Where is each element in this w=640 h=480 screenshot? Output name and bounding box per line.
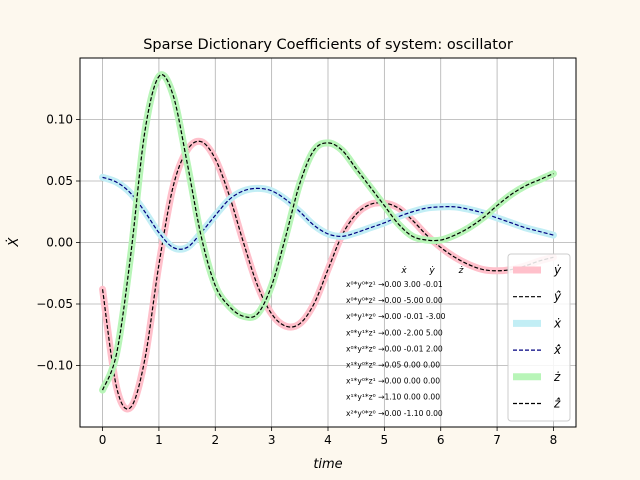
coefficient-row: x¹*y⁰*z⁰ →0.05 0.00 0.00 <box>346 361 440 370</box>
y-tick-label: 0.10 <box>46 113 73 127</box>
coefficient-table: ẋ ẏ ż x⁰*y⁰*z¹ →0.00 3.00 -0.01 x⁰*y⁰*z² →0.… <box>346 266 464 418</box>
x-tick-label: 0 <box>99 433 107 447</box>
x-tick-label: 7 <box>493 433 501 447</box>
coefficient-row: x¹*y⁰*z¹ →0.00 0.00 0.00 <box>346 377 440 386</box>
x-tick-label: 8 <box>550 433 558 447</box>
chart-title: Sparse Dictionary Coefficients of system… <box>143 37 513 53</box>
x-tick-label: 1 <box>155 433 163 447</box>
coefficient-row: x¹*y¹*z⁰ →1.10 0.00 0.00 <box>346 393 440 402</box>
coefficient-row: x²*y⁰*z⁰ →0.00 -1.10 0.00 <box>346 409 443 418</box>
legend-z-dot-label: ż <box>553 370 561 384</box>
ticks: 0 1 2 3 4 5 6 7 8 −0.10 −0.05 0.00 0.05 0.10 <box>36 113 557 448</box>
legend-y-dot-hat-label: ŷ̇ <box>553 290 562 304</box>
coefficient-row: x⁰*y⁰*z² →0.00 -5.00 0.00 <box>346 296 443 305</box>
y-tick-label: 0.00 <box>46 236 73 250</box>
y-tick-label: 0.05 <box>46 174 73 188</box>
x-tick-label: 2 <box>211 433 219 447</box>
x-axis-label: time <box>313 457 342 472</box>
legend-x-dot-hat-label: x̂̇ <box>553 343 562 357</box>
legend-x-dot-label: ẋ <box>553 316 562 330</box>
coefficient-header: ẋ <box>400 266 407 276</box>
series-x-dot-fit <box>102 176 554 250</box>
series-z-dot-fit <box>101 74 554 391</box>
coefficient-header: ẏ <box>428 266 435 276</box>
legend-y-dot-label: ẏ <box>553 263 562 277</box>
coefficient-header: ż <box>458 266 464 276</box>
coefficient-row: x⁰*y¹*z⁰ →0.00 -0.01 -3.00 <box>346 312 446 321</box>
series-layer <box>99 71 557 413</box>
x-tick-label: 4 <box>324 433 332 447</box>
legend-z-dot-hat-label: ẑ̇ <box>553 397 561 411</box>
x-tick-label: 6 <box>437 433 445 447</box>
legend: ẏ ŷ̇ ẋ x̂̇ ż ẑ̇ <box>507 253 571 422</box>
x-tick-label: 5 <box>381 433 389 447</box>
x-tick-label: 3 <box>268 433 276 447</box>
series-y-dot-fit <box>101 140 554 410</box>
y-tick-label: −0.05 <box>36 297 73 311</box>
grid <box>80 58 576 427</box>
legend-box <box>507 253 571 422</box>
coefficient-row: x⁰*y⁰*z¹ →0.00 3.00 -0.01 <box>346 280 443 289</box>
coefficient-row: x⁰*y²*z⁰ →0.00 -0.01 2.00 <box>346 344 443 353</box>
coefficient-row: x⁰*y¹*z¹ →0.00 -2.00 5.00 <box>346 328 443 337</box>
y-tick-label: −0.10 <box>36 359 73 373</box>
y-axis-label: Ẋ <box>6 236 22 247</box>
